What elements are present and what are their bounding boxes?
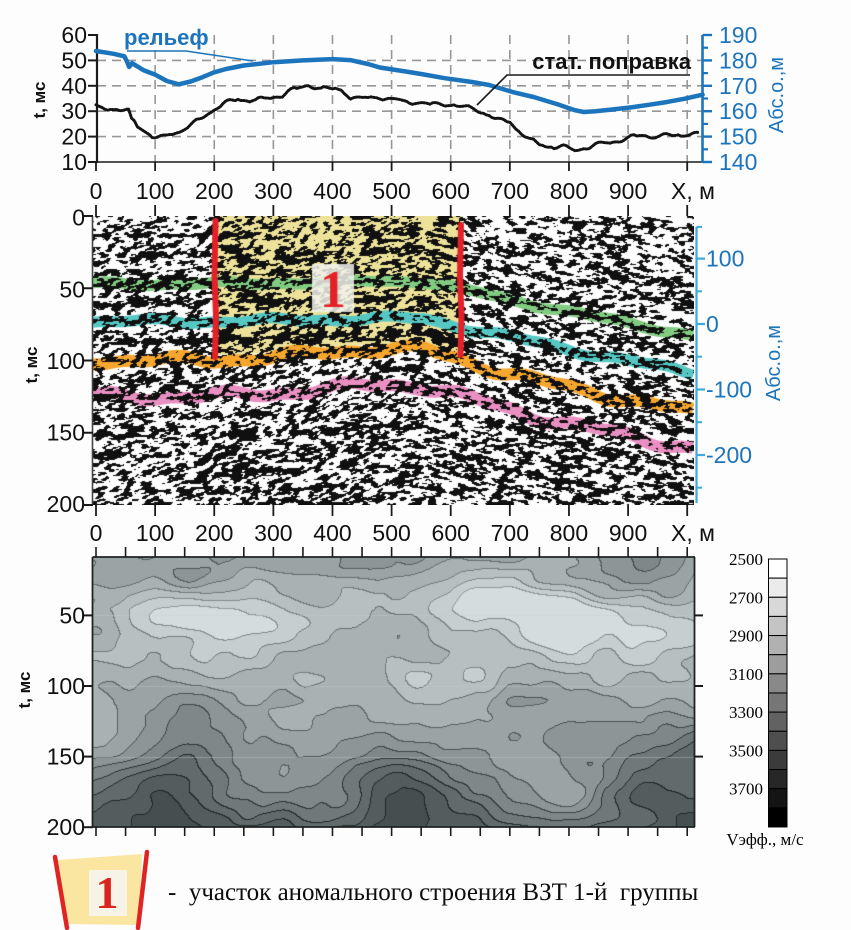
svg-text:Абс.о.,м: Абс.о.,м: [766, 57, 788, 133]
svg-text:40: 40: [61, 73, 87, 99]
svg-text:200: 200: [47, 491, 85, 517]
svg-text:t, мс: t, мс: [15, 672, 34, 709]
svg-text:0: 0: [90, 178, 103, 204]
svg-text:30: 30: [61, 98, 87, 124]
svg-text:400: 400: [313, 178, 351, 204]
svg-text:t, мс: t, мс: [30, 82, 49, 119]
svg-text:50: 50: [61, 47, 87, 73]
svg-text:200: 200: [195, 520, 233, 546]
svg-text:160: 160: [719, 98, 757, 124]
svg-text:170: 170: [719, 73, 757, 99]
svg-text:X, м: X, м: [671, 520, 715, 546]
svg-text:200: 200: [47, 814, 85, 840]
svg-text:800: 800: [550, 178, 588, 204]
svg-text:3700: 3700: [729, 780, 763, 799]
svg-text:50: 50: [59, 277, 85, 303]
svg-text:20: 20: [61, 124, 87, 150]
svg-text:150: 150: [719, 124, 757, 150]
svg-text:300: 300: [254, 520, 292, 546]
svg-text:2900: 2900: [729, 627, 763, 646]
svg-text:t, мс: t, мс: [22, 347, 41, 384]
svg-text:3500: 3500: [729, 741, 763, 760]
svg-text:100: 100: [136, 178, 174, 204]
svg-text:300: 300: [254, 178, 292, 204]
svg-text:140: 140: [719, 149, 757, 175]
svg-text:190: 190: [719, 22, 757, 48]
svg-text:100: 100: [47, 673, 85, 699]
svg-text:2700: 2700: [729, 588, 763, 607]
svg-text:0: 0: [90, 520, 103, 546]
svg-text:- участок аномального строени: - участок аномального строения ВЗТ 1-й г…: [168, 879, 699, 906]
svg-text:600: 600: [432, 178, 470, 204]
svg-text:150: 150: [47, 420, 85, 446]
svg-text:150: 150: [47, 744, 85, 770]
svg-text:400: 400: [313, 520, 351, 546]
svg-text:180: 180: [719, 47, 757, 73]
svg-text:500: 500: [372, 178, 410, 204]
svg-text:100: 100: [706, 246, 744, 272]
svg-text:3300: 3300: [729, 703, 763, 722]
svg-text:-100: -100: [706, 377, 752, 403]
svg-text:100: 100: [136, 520, 174, 546]
svg-text:10: 10: [61, 149, 87, 175]
svg-text:500: 500: [372, 520, 410, 546]
svg-text:60: 60: [61, 22, 87, 48]
svg-text:1: 1: [96, 867, 119, 918]
svg-text:2500: 2500: [729, 550, 763, 569]
svg-text:-200: -200: [706, 442, 752, 468]
svg-text:рельеф: рельеф: [124, 25, 209, 50]
svg-text:X, м: X, м: [671, 178, 715, 204]
svg-text:Vэфф., м/с: Vэфф., м/с: [726, 830, 804, 849]
svg-text:стат. поправка: стат. поправка: [532, 49, 692, 74]
svg-text:800: 800: [550, 520, 588, 546]
svg-text:600: 600: [432, 520, 470, 546]
svg-text:0: 0: [72, 205, 85, 231]
svg-text:700: 700: [491, 520, 529, 546]
svg-text:3100: 3100: [729, 665, 763, 684]
svg-text:Абс.о.,м: Абс.о.,м: [763, 325, 785, 401]
svg-text:0: 0: [706, 311, 719, 337]
svg-text:900: 900: [609, 520, 647, 546]
svg-text:100: 100: [47, 348, 85, 374]
svg-text:200: 200: [195, 178, 233, 204]
svg-text:700: 700: [491, 178, 529, 204]
svg-text:50: 50: [59, 602, 85, 628]
svg-text:900: 900: [609, 178, 647, 204]
